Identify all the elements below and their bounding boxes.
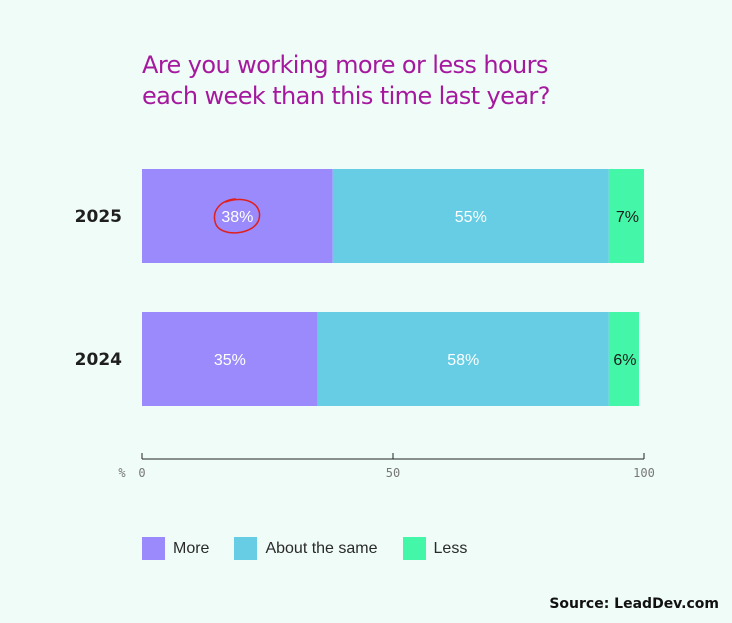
legend-swatch [402, 537, 426, 560]
legend-item: About the same [234, 537, 378, 560]
legend-label: Less [433, 539, 468, 557]
x-tick-label: 0 [138, 466, 145, 480]
annotation-circle [213, 198, 261, 234]
bar-segment [142, 312, 318, 406]
bar-segment [608, 312, 639, 406]
x-tick-label: 100 [633, 466, 655, 480]
category-label: 2025 [75, 207, 122, 227]
data-label: 55% [455, 209, 487, 226]
legend-label: About the same [265, 539, 378, 557]
x-tick-label: 50 [386, 466, 400, 480]
bar-segment [332, 169, 609, 263]
source-credit: Source: LeadDev.com [549, 596, 719, 612]
chart-title: Are you working more or less hours each … [142, 50, 662, 112]
legend-item: More [142, 537, 209, 560]
data-label: 6% [613, 352, 636, 369]
chart-title-line-1: Are you working more or less hours [142, 51, 548, 79]
bar-segment [608, 169, 644, 263]
legend-label: More [173, 539, 210, 557]
data-label: 58% [447, 352, 479, 369]
data-label: 7% [616, 209, 639, 226]
chart-legend: More About the same Less [142, 537, 492, 560]
legend-swatch [142, 537, 165, 560]
data-label: 35% [214, 352, 246, 369]
category-label: 2024 [75, 350, 122, 370]
data-label: 38% [221, 209, 253, 226]
legend-item: Less [402, 537, 468, 560]
legend-swatch [234, 537, 258, 560]
x-axis-label: % [118, 466, 126, 480]
bar-segment [142, 169, 333, 263]
chart-title-line-2: each week than this time last year? [142, 82, 550, 110]
bar-segment [317, 312, 609, 406]
